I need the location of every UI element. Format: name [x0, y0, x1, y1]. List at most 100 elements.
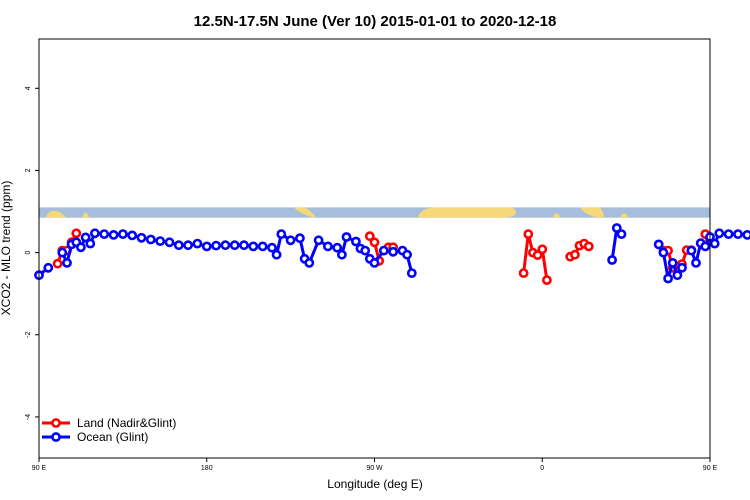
data-point	[118, 229, 128, 239]
data-point	[388, 246, 398, 257]
data-point	[360, 245, 371, 256]
data-point	[332, 242, 343, 253]
data-point	[76, 242, 86, 253]
legend: Land (Nadir&Glint)Ocean (Glint)	[42, 416, 176, 444]
series-ocean	[34, 223, 750, 284]
data-point	[164, 237, 175, 248]
data-point	[570, 249, 580, 260]
data-point	[686, 245, 697, 256]
plot-frame	[38, 38, 711, 459]
data-point	[607, 255, 617, 265]
data-point	[369, 237, 380, 248]
y-tick-label: -2	[25, 332, 32, 338]
x-tick-label: 90 E	[703, 465, 718, 472]
data-point	[127, 230, 138, 241]
x-axis: 90 E 180 90 W 0 90 E	[32, 458, 718, 472]
land-shape	[580, 207, 604, 219]
data-point	[145, 234, 156, 245]
data-point	[43, 262, 54, 273]
data-point	[742, 230, 750, 240]
data-point	[267, 242, 277, 253]
land-ocean-band	[39, 207, 710, 219]
data-point	[304, 257, 315, 268]
data-point	[99, 229, 110, 239]
ocean-band	[39, 207, 710, 218]
data-point	[583, 241, 594, 252]
data-point	[406, 268, 417, 278]
data-point	[542, 275, 552, 285]
chart-title: 12.5N-17.5N June (Ver 10) 2015-01-01 to …	[194, 13, 557, 30]
data-point	[402, 249, 412, 260]
data-point	[691, 257, 701, 268]
data-point	[136, 232, 147, 243]
y-axis-label: XCO2 - MLO trend (ppm)	[0, 181, 13, 316]
legend-label: Ocean (Glint)	[77, 430, 148, 444]
data-point	[90, 228, 100, 239]
data-point	[71, 228, 82, 239]
x-tick-label: 0	[540, 465, 544, 472]
data-point	[229, 240, 240, 251]
data-point	[108, 229, 119, 240]
data-point	[667, 257, 678, 268]
data-point	[52, 258, 63, 269]
data-point	[313, 235, 324, 246]
legend-item: Land (Nadir&Glint)	[42, 416, 176, 430]
legend-marker	[51, 418, 61, 428]
land-shape	[46, 210, 66, 218]
data-point	[294, 233, 305, 244]
data-point	[364, 231, 375, 242]
data-point	[183, 240, 193, 251]
data-point	[62, 257, 72, 268]
land-shape	[82, 212, 89, 218]
data-point	[663, 273, 673, 284]
data-point	[723, 229, 734, 239]
land-shape	[553, 213, 560, 218]
data-point	[378, 245, 389, 256]
data-point	[341, 232, 352, 242]
data-point	[658, 247, 669, 258]
legend-item: Ocean (Glint)	[42, 430, 148, 444]
legend-marker	[51, 432, 61, 442]
land-shape	[294, 207, 316, 218]
data-point	[537, 244, 548, 255]
data-point	[532, 250, 543, 260]
data-point	[518, 268, 529, 278]
data-point	[369, 257, 380, 268]
data-point	[285, 235, 296, 246]
data-point	[211, 240, 221, 251]
data-point	[173, 240, 184, 251]
data-point	[733, 229, 743, 239]
data-point	[257, 241, 268, 252]
data-point	[350, 236, 361, 247]
data-point	[653, 239, 664, 250]
y-tick-label: 0	[25, 251, 32, 255]
data-point	[85, 238, 96, 249]
data-point	[709, 238, 720, 249]
x-tick-label: 90 W	[366, 465, 383, 472]
data-point	[322, 241, 333, 252]
data-point	[80, 232, 91, 243]
series-layer	[34, 223, 750, 285]
data-point	[611, 223, 622, 233]
x-tick-label: 90 E	[32, 465, 47, 472]
data-point	[155, 236, 166, 246]
data-point	[220, 240, 231, 251]
y-tick-label: -4	[25, 414, 32, 420]
land-shape	[620, 213, 628, 218]
y-tick-label: 4	[25, 86, 32, 90]
data-point	[276, 229, 287, 239]
x-axis-label: Longitude (deg E)	[327, 477, 422, 491]
data-point	[201, 241, 212, 252]
data-point	[616, 229, 627, 239]
legend-label: Land (Nadir&Glint)	[77, 416, 176, 430]
data-point	[57, 247, 68, 258]
data-point	[248, 241, 259, 252]
x-tick-label: 180	[201, 465, 213, 472]
land-shape	[418, 207, 517, 218]
data-point	[336, 249, 347, 260]
data-point	[714, 228, 725, 239]
data-point	[239, 240, 249, 251]
y-tick-label: 2	[25, 168, 32, 172]
data-point	[271, 249, 282, 260]
